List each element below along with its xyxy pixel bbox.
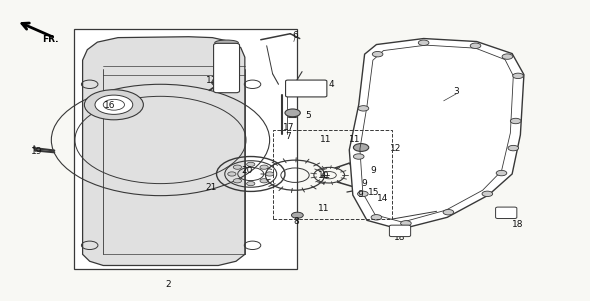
Text: 20: 20 [241,166,253,175]
Circle shape [482,191,493,197]
Circle shape [84,90,143,120]
FancyBboxPatch shape [3,5,586,298]
Circle shape [502,54,513,59]
Circle shape [358,106,369,111]
Text: 12: 12 [389,144,401,153]
Text: 21: 21 [205,183,217,192]
Circle shape [353,144,369,151]
Text: 10: 10 [317,171,329,180]
FancyBboxPatch shape [286,80,327,97]
FancyBboxPatch shape [214,43,240,93]
Text: 3: 3 [453,87,459,96]
Circle shape [291,212,303,218]
Circle shape [260,179,268,183]
Text: 19: 19 [31,147,42,156]
Circle shape [266,172,274,176]
Text: 14: 14 [376,194,388,203]
Text: 18: 18 [512,220,524,229]
Circle shape [470,43,481,48]
Text: 6: 6 [292,31,298,40]
Circle shape [95,95,133,114]
Text: 13: 13 [205,76,217,85]
Text: 7: 7 [285,132,291,141]
Circle shape [401,221,411,226]
Text: 15: 15 [368,188,379,197]
Text: 8: 8 [293,217,299,226]
Text: 11: 11 [320,135,332,144]
Text: 11: 11 [349,135,361,144]
Text: 2: 2 [165,280,171,289]
Circle shape [353,154,364,159]
Circle shape [496,170,507,176]
FancyBboxPatch shape [496,207,517,219]
Circle shape [513,73,523,79]
Circle shape [247,162,255,166]
Circle shape [233,165,241,169]
Circle shape [371,215,382,220]
Circle shape [508,145,519,151]
FancyBboxPatch shape [389,225,411,237]
Circle shape [510,118,521,124]
Polygon shape [349,39,524,229]
Text: 11: 11 [317,204,329,213]
Text: 9: 9 [357,190,363,199]
Ellipse shape [215,40,238,45]
Text: FR.: FR. [42,35,59,44]
FancyBboxPatch shape [74,29,297,269]
Text: 17: 17 [283,123,295,132]
Circle shape [418,40,429,45]
Text: 4: 4 [329,80,335,89]
Circle shape [212,79,227,86]
Circle shape [443,209,454,215]
Text: 18: 18 [394,233,406,242]
Text: 9: 9 [371,166,376,175]
Text: 16: 16 [104,101,116,110]
Polygon shape [83,37,245,265]
Circle shape [260,165,268,169]
Circle shape [285,109,300,117]
Text: 5: 5 [305,111,311,120]
Circle shape [228,172,236,176]
Circle shape [372,51,383,57]
Text: 9: 9 [362,179,368,188]
Circle shape [358,191,368,197]
Circle shape [233,179,241,183]
Circle shape [247,182,255,186]
